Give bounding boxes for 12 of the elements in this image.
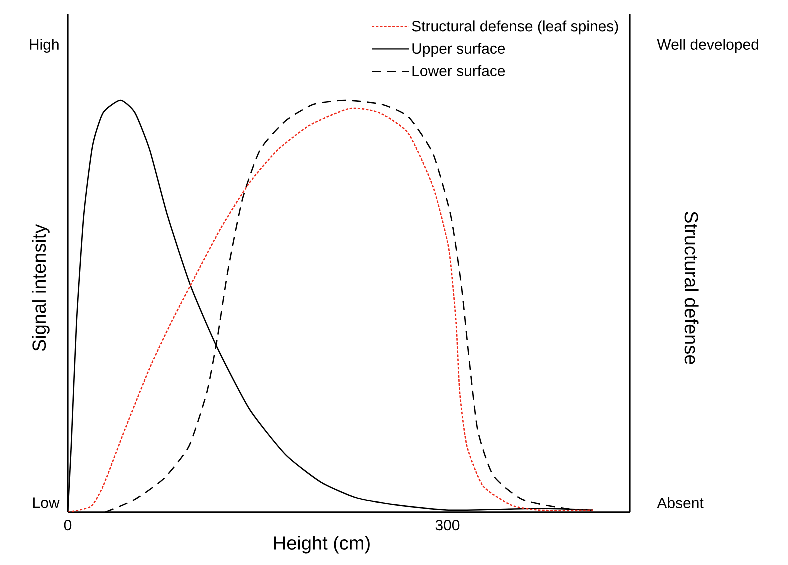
text: Absent <box>657 497 704 508</box>
x-tick-label: 300 <box>436 520 460 531</box>
legend-label: Lower surface <box>412 65 506 76</box>
text: Well developed <box>657 39 758 53</box>
text: High <box>30 39 59 53</box>
legend-label: Structural defense (leaf spines) <box>412 20 618 35</box>
x-axis-title: Height (cm) <box>274 536 370 554</box>
legend-label: Upper surface <box>412 43 506 58</box>
text: Low <box>34 498 60 508</box>
y-axis-title: Signal intensity <box>32 224 50 352</box>
y2-axis-title: Structural defense <box>684 212 699 364</box>
x-tick-label: 0 <box>64 520 72 531</box>
